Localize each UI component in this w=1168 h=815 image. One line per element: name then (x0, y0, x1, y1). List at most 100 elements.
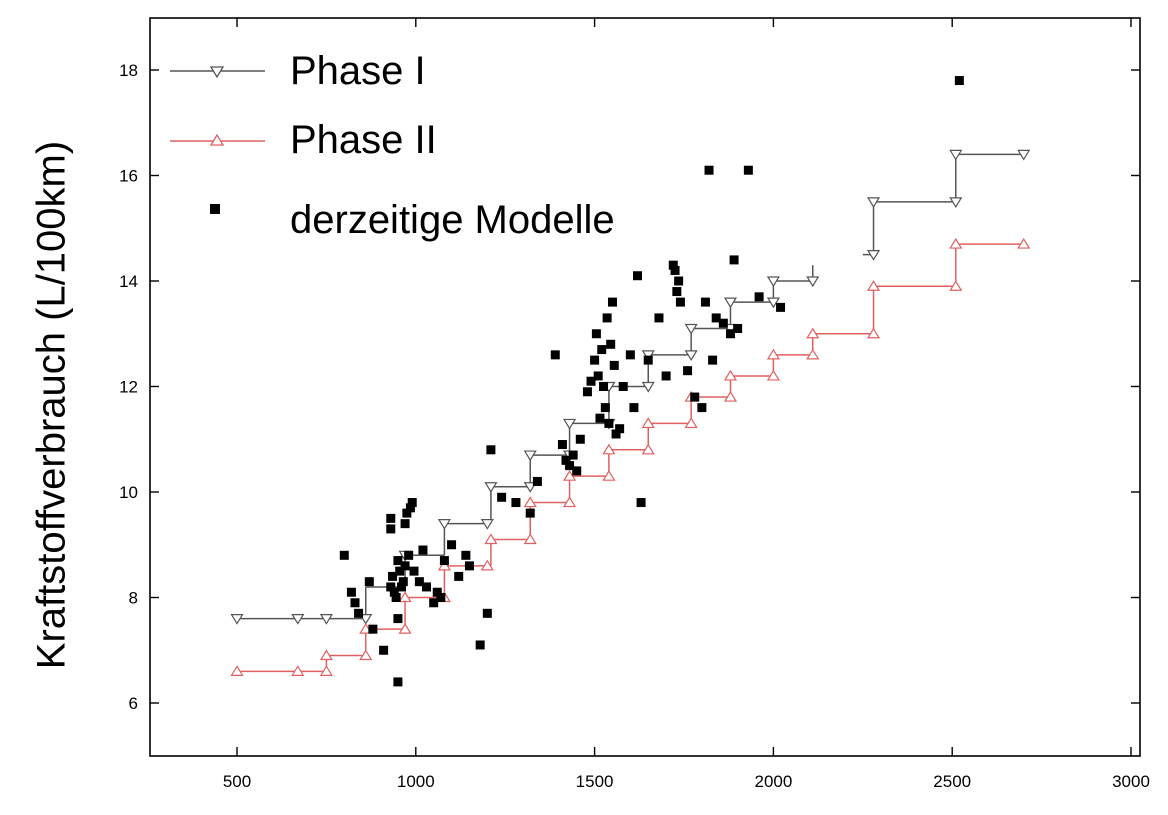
data-point (611, 429, 621, 439)
data-point (461, 550, 471, 560)
data-point (683, 366, 693, 376)
data-point (607, 297, 617, 307)
series-1-marker (684, 323, 698, 335)
data-point (400, 519, 410, 529)
series-2-marker (602, 443, 616, 455)
series-2-marker (723, 369, 738, 381)
data-point (743, 165, 753, 175)
data-point (661, 371, 671, 381)
legend-marker-phase-2 (209, 133, 225, 146)
data-point (643, 355, 653, 365)
data-point (602, 313, 612, 323)
series-1-marker (319, 614, 333, 625)
series-layer (230, 76, 1031, 687)
series-1-marker (641, 350, 655, 362)
data-point (733, 323, 743, 333)
series-2-marker (806, 348, 820, 360)
data-point (497, 492, 507, 502)
legend-label-models: derzeitige Modelle (290, 198, 615, 242)
y-tick-label: 12 (119, 378, 138, 397)
data-point (615, 424, 625, 434)
data-point (364, 577, 374, 587)
data-point (675, 297, 685, 307)
series-1-marker (291, 614, 305, 625)
data-point (350, 598, 360, 608)
data-point (595, 413, 605, 423)
data-point (633, 271, 643, 281)
series-2-marker (641, 443, 655, 455)
legend-label-phase-1: Phase I (290, 49, 426, 93)
series-1-marker (437, 519, 451, 530)
y-tick-label: 16 (119, 167, 138, 186)
data-point (404, 550, 414, 560)
data-point (718, 318, 728, 328)
series-2-marker (949, 280, 963, 291)
data-point (447, 540, 457, 550)
data-point (414, 577, 424, 587)
data-point (482, 608, 492, 618)
data-point (398, 577, 408, 587)
data-point (454, 571, 464, 581)
data-point (725, 329, 735, 339)
data-point (700, 297, 710, 307)
data-point (557, 440, 567, 450)
data-point (586, 376, 596, 386)
data-point (525, 508, 535, 518)
series-2-marker (949, 237, 963, 249)
data-point (618, 382, 628, 391)
data-point (582, 387, 592, 397)
data-point (711, 313, 721, 323)
data-point (629, 403, 639, 413)
series-1-marker (949, 149, 963, 161)
series-2-marker (766, 348, 780, 360)
data-point (690, 392, 700, 402)
data-point (395, 566, 405, 576)
data-point (670, 265, 680, 275)
series-2-marker (398, 591, 412, 603)
series-2-marker (562, 496, 577, 508)
x-tick-label: 2000 (754, 772, 792, 791)
data-point (697, 403, 707, 413)
data-point (386, 513, 396, 523)
data-point (575, 434, 585, 444)
data-point (386, 582, 396, 592)
data-point (593, 371, 603, 381)
x-tick-label: 1000 (397, 772, 435, 791)
data-point (625, 350, 635, 360)
data-point (346, 587, 356, 597)
series-2-marker (398, 622, 412, 634)
data-point (532, 476, 542, 486)
series-1-marker (523, 450, 537, 462)
data-point (565, 461, 575, 471)
legend: Phase I Phase II derzeitige Modelle (170, 49, 615, 242)
data-point (754, 292, 764, 302)
data-point (409, 566, 419, 576)
data-point (568, 450, 578, 460)
x-tick-label: 3000 (1112, 772, 1150, 791)
series-1-marker (766, 276, 780, 288)
data-point (606, 339, 616, 349)
data-point (654, 313, 664, 323)
series-1-marker (230, 614, 244, 625)
data-point (591, 329, 601, 339)
data-point (379, 645, 389, 655)
series-2-marker (291, 665, 305, 676)
data-point (388, 571, 398, 581)
series-2-marker (766, 369, 780, 381)
y-axis-label: Kraftstoffverbrauch (L/100km) (29, 140, 74, 670)
data-point (590, 355, 600, 365)
data-point (572, 466, 582, 476)
data-point (708, 355, 718, 365)
series-2-marker (319, 649, 333, 661)
data-point (432, 587, 442, 597)
data-point (422, 582, 432, 592)
data-point (393, 556, 403, 566)
data-point (704, 165, 714, 175)
series-1-marker (484, 482, 498, 493)
series-2-marker (602, 470, 616, 481)
series-2-marker (523, 496, 537, 508)
series-2-marker (723, 390, 738, 402)
data-point (354, 608, 364, 618)
x-tick-label: 2500 (933, 772, 971, 791)
data-point (561, 455, 571, 465)
